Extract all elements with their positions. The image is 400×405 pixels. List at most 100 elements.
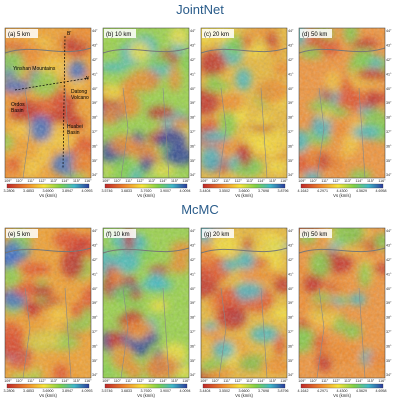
colorbar-tick-label: 3.4404 [200,389,211,393]
lon-tick-label: 116° [84,379,92,383]
lon-tick-label: 109° [102,179,110,183]
lat-tick-label: 40° [386,287,392,291]
lon-tick-label: 110° [310,379,318,383]
lat-tick-label: 39° [386,101,392,105]
colorbar-tick-label: 3.2806 [4,189,15,193]
boundary [260,87,268,178]
colorbar-tick-label: 3.6900 [43,189,54,193]
map-annotation: A' [85,76,89,82]
boundary [201,47,287,54]
map-panel: (b) 10 km 44° 43° 42° 41° 40° 39° 38° 37° 36° 35° 3… [102,27,196,198]
lat-tick-label: 39° [92,101,98,105]
colorbar [104,183,188,189]
lat-tick-label: 41° [190,72,196,76]
map-image [103,28,189,178]
lat-tick-label: 35° [92,159,98,163]
lon-tick-label: 113° [50,379,58,383]
lat-tick-label: 35° [386,159,392,163]
lon-tick-label: 115° [171,379,179,383]
panel-label: (e) 5 km [8,232,30,238]
lat-tick-label: 39° [386,301,392,305]
lat-tick-label: 35° [92,359,98,363]
map-annotation: B' [67,31,71,37]
colorbar [6,383,90,389]
boundary [218,87,227,178]
panel-label: (d) 50 km [302,32,327,38]
boundary [64,87,72,178]
map-image [5,228,91,378]
lat-tick-label: 44° [288,229,294,233]
lon-tick-label: 112° [235,179,243,183]
lat-tick-label: 41° [288,272,294,276]
boundary [22,87,31,178]
lat-tick-label: 38° [92,316,98,320]
lat-tick-label: 40° [288,87,294,91]
lat-tick-label: 43° [92,244,98,248]
colorbar-tick-label: 3.5746 [102,389,113,393]
colorbar-tick-label: 4.2971 [317,189,328,193]
panel-label-box [300,29,332,38]
map-annotation: Basin [11,108,24,114]
colorbar-tick-label: 3.5746 [102,189,113,193]
lon-tick-label: 113° [50,179,58,183]
row-title: McMC [181,202,219,217]
lat-tick-label: 36° [386,144,392,148]
lat-tick-label: 35° [190,359,196,363]
boundary [22,287,31,378]
lat-tick-label: 40° [190,287,196,291]
panel-label-box [6,29,38,38]
lon-tick-label: 116° [280,379,288,383]
boundary [162,287,170,378]
colorbar-tick-label: 4.4300 [337,189,348,193]
colorbar-axis-label: Vs (km/s) [333,193,351,198]
colorbar-tick-label: 3.9007 [160,189,171,193]
colorbar-tick-label: 3.5502 [219,389,230,393]
colorbar-tick-label: 4.0094 [180,189,191,193]
lon-tick-label: 112° [333,179,341,183]
lon-tick-label: 116° [84,179,92,183]
panel-label: (g) 20 km [204,232,229,238]
map-panel: (a) 5 km 44° 43° 42° 41° 40° 39° 38° 37° 36° 35° 34… [4,27,98,198]
boundary [5,47,91,54]
lon-tick-label: 110° [16,379,24,383]
lat-tick-label: 44° [190,229,196,233]
lat-tick-label: 37° [92,330,98,334]
lon-tick-label: 110° [114,179,122,183]
lon-tick-label: 112° [137,379,145,383]
boundary [120,287,129,378]
boundary [162,87,170,178]
map-image [5,28,91,178]
lat-tick-label: 40° [92,287,98,291]
colorbar-tick-label: 3.6600 [239,389,250,393]
map-annotation: Yinshan Mountains [13,66,56,72]
annotations: Yinshan MountainsOrdosBasinDatongVolcano… [11,31,89,169]
colorbar [202,383,286,389]
colorbar-tick-label: 3.4404 [200,189,211,193]
lon-tick-label: 111° [321,379,328,383]
lon-tick-label: 111° [125,179,132,183]
lat-tick-label: 38° [288,316,294,320]
lat-tick-label: 42° [190,58,196,62]
lon-tick-label: 116° [182,179,190,183]
boundary [260,287,268,378]
hillshade [201,228,287,378]
map-annotation: Datong [71,89,87,95]
lat-tick-label: 39° [288,301,294,305]
lon-tick-label: 114° [62,179,70,183]
colorbar-tick-label: 3.6600 [239,189,250,193]
lat-tick-label: 35° [288,159,294,163]
lat-tick-label: 42° [92,258,98,262]
panel-label-box [6,229,38,238]
lon-tick-label: 109° [200,379,208,383]
colorbar-tick-label: 3.6833 [121,189,132,193]
lat-tick-label: 38° [190,116,196,120]
lon-tick-label: 111° [125,379,132,383]
lat-tick-label: 38° [190,316,196,320]
colorbar-axis-label: Vs (km/s) [137,193,155,198]
lon-tick-label: 111° [321,179,328,183]
colorbar-tick-label: 3.8796 [278,189,289,193]
colorbar-tick-label: 3.8796 [278,389,289,393]
panel-label-box [104,229,136,238]
lon-tick-label: 114° [62,379,70,383]
lat-tick-label: 36° [288,144,294,148]
